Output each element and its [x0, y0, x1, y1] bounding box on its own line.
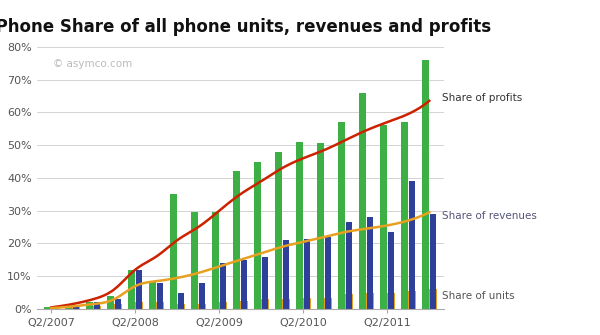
Bar: [380, 125, 387, 309]
Bar: [220, 263, 226, 309]
Bar: [128, 303, 143, 309]
Text: Share of revenues: Share of revenues: [442, 211, 537, 220]
Bar: [359, 293, 374, 309]
Bar: [86, 306, 101, 309]
Bar: [191, 304, 206, 309]
Bar: [401, 122, 408, 309]
Bar: [325, 237, 331, 309]
Bar: [128, 270, 135, 309]
Bar: [44, 308, 51, 309]
Bar: [254, 299, 269, 309]
Bar: [212, 212, 219, 309]
Bar: [388, 232, 394, 309]
Bar: [212, 303, 227, 309]
Bar: [422, 60, 429, 309]
Bar: [149, 303, 164, 309]
Bar: [275, 299, 290, 309]
Bar: [317, 143, 324, 309]
Bar: [65, 304, 72, 309]
Bar: [170, 194, 177, 309]
Bar: [262, 257, 268, 309]
Bar: [107, 304, 122, 309]
Bar: [178, 293, 184, 309]
Text: Share of profits: Share of profits: [442, 92, 522, 103]
Bar: [296, 142, 303, 309]
Bar: [359, 93, 366, 309]
Bar: [422, 289, 437, 309]
Bar: [296, 297, 311, 309]
Bar: [367, 217, 373, 309]
Bar: [233, 171, 240, 309]
Bar: [115, 299, 121, 309]
Bar: [380, 293, 395, 309]
Bar: [65, 308, 80, 309]
Bar: [409, 181, 415, 309]
Bar: [317, 297, 332, 309]
Bar: [275, 152, 282, 309]
Bar: [157, 283, 163, 309]
Bar: [52, 308, 58, 309]
Bar: [430, 214, 436, 309]
Bar: [254, 161, 261, 309]
Bar: [73, 306, 79, 309]
Bar: [338, 122, 345, 309]
Title: iPhone Share of all phone units, revenues and profits: iPhone Share of all phone units, revenue…: [0, 18, 491, 36]
Bar: [86, 303, 93, 309]
Bar: [304, 239, 310, 309]
Text: © asymco.com: © asymco.com: [53, 59, 132, 69]
Bar: [283, 240, 289, 309]
Bar: [136, 270, 142, 309]
Text: Share of units: Share of units: [442, 291, 515, 301]
Bar: [401, 291, 416, 309]
Bar: [149, 281, 156, 309]
Bar: [170, 304, 185, 309]
Bar: [338, 294, 353, 309]
Bar: [94, 303, 100, 309]
Bar: [199, 283, 205, 309]
Bar: [107, 296, 114, 309]
Bar: [233, 301, 248, 309]
Bar: [241, 260, 247, 309]
Bar: [191, 212, 198, 309]
Bar: [346, 222, 352, 309]
